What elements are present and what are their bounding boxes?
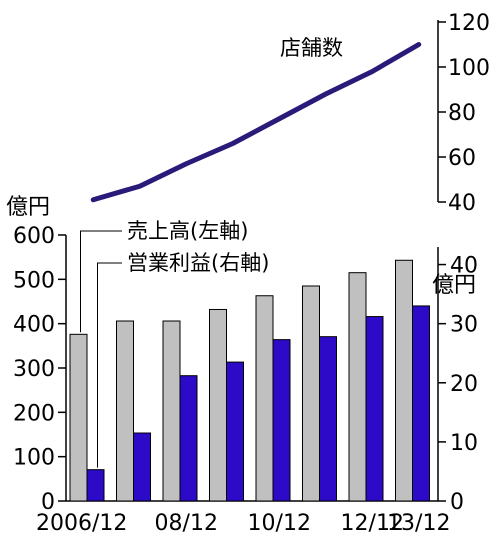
left-axis-tick-label: 500 (13, 268, 55, 293)
legend-profit-leader (97, 262, 122, 468)
legend-sales-leader (80, 230, 122, 333)
sales-bar (162, 320, 181, 502)
sales-bar (302, 285, 320, 502)
sales-bar (116, 320, 134, 502)
sales-bar (395, 259, 413, 502)
left-axis-tick-label: 400 (13, 313, 55, 338)
store-axis-tick-label: 100 (448, 56, 490, 81)
profit-bar (272, 339, 291, 502)
store-axis-tick-label: 40 (448, 191, 476, 216)
x-tick-label: 13/12 (387, 511, 450, 536)
left-unit-label: 億円 (6, 195, 50, 220)
right-axis-tick-label: 10 (450, 431, 478, 456)
legend-sales: 売上高(左軸) (127, 219, 248, 243)
right-axis-tick-label: 30 (450, 313, 478, 338)
left-axis-tick-label: 100 (13, 446, 55, 471)
x-tick-label: 10/12 (248, 511, 311, 536)
left-axis-tick-label: 200 (13, 401, 55, 426)
store-axis-tick-label: 60 (448, 146, 476, 171)
sales-bar (69, 333, 88, 502)
profit-bar (133, 432, 151, 502)
legend-profit: 営業利益(右軸) (127, 251, 269, 275)
left-axis-tick-label: 300 (13, 357, 55, 382)
store-axis-tick-label: 80 (448, 101, 476, 126)
sales-profit-panel: 0 100 200 300 400 500 600 0 10 20 30 40 2006/12 08/12… (13, 224, 478, 536)
right-axis-tick-label: 0 (450, 490, 464, 515)
profit-bar (179, 375, 198, 502)
x-tick-label: 08/12 (155, 511, 218, 536)
right-axis-tick-label: 20 (450, 372, 478, 397)
profit-bar (365, 316, 384, 502)
left-axis-tick-label: 0 (41, 490, 55, 515)
store-line-label: 店舗数 (280, 36, 343, 60)
x-tick-label: 12/12 (341, 511, 404, 536)
profit-bar (412, 305, 430, 502)
store-count-line (90, 42, 422, 203)
store-axis-tick-label: 120 (448, 11, 490, 36)
x-tick-label: 2006/12 (36, 511, 127, 536)
sales-bar (209, 308, 227, 502)
profit-bar (226, 361, 244, 502)
profit-bar (319, 336, 337, 502)
right-axis-tick-label: 40 (450, 254, 478, 279)
sales-bar (348, 272, 367, 502)
sales-bar (255, 295, 274, 502)
profit-bar (86, 469, 105, 502)
store-count-panel: 40 60 80 100 120 (90, 11, 490, 216)
left-axis-tick-label: 600 (13, 224, 55, 249)
right-unit-label: 億円 (432, 273, 476, 298)
